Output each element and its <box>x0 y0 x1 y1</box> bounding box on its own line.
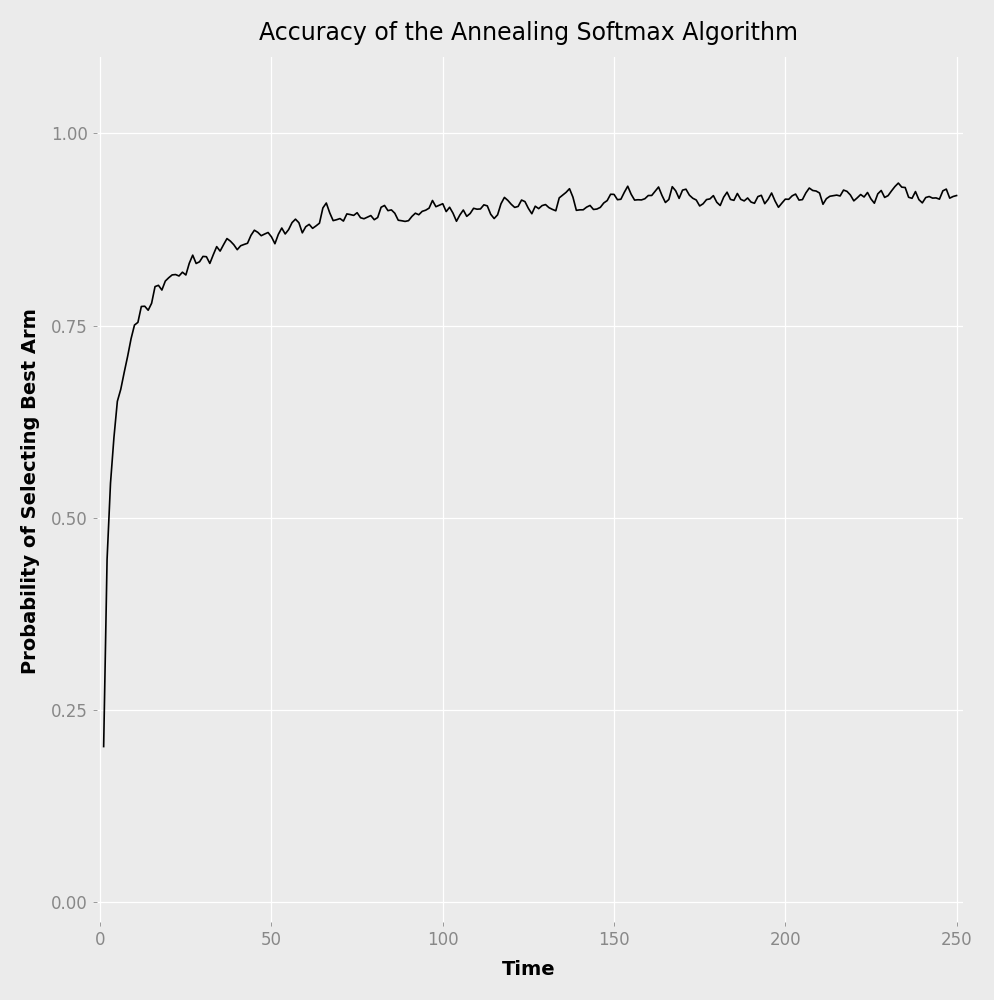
Y-axis label: Probability of Selecting Best Arm: Probability of Selecting Best Arm <box>21 308 40 674</box>
X-axis label: Time: Time <box>502 960 556 979</box>
Title: Accuracy of the Annealing Softmax Algorithm: Accuracy of the Annealing Softmax Algori… <box>258 21 798 45</box>
